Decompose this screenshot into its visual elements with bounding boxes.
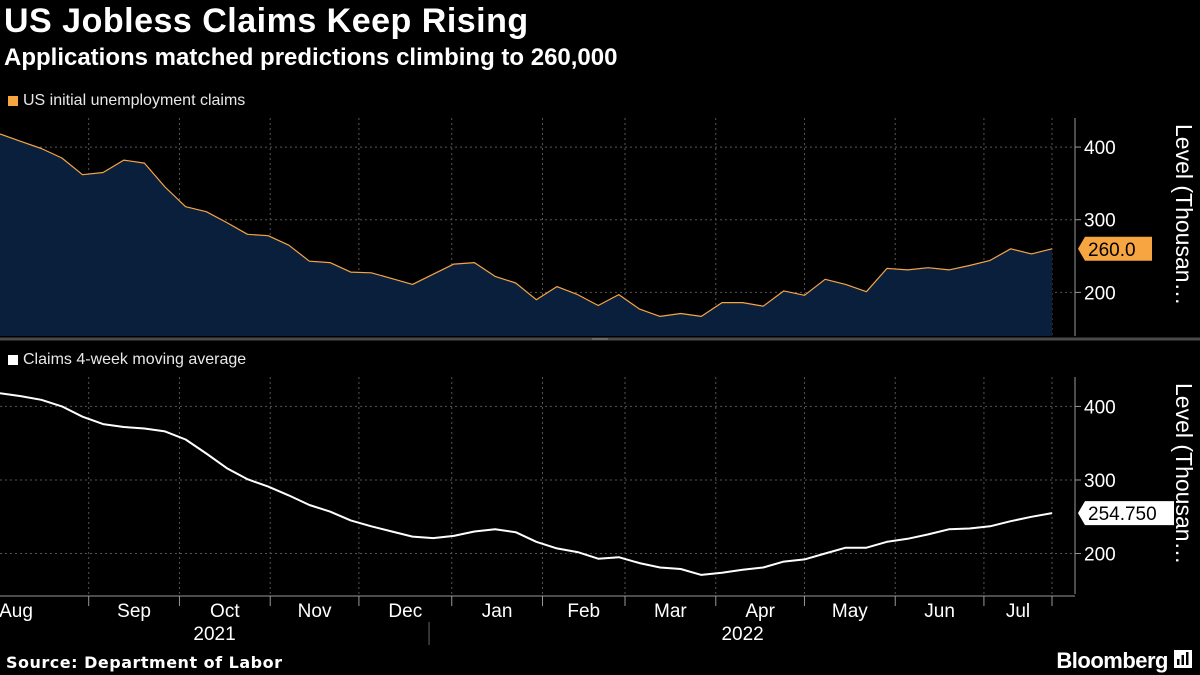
y-tick-label: 200 xyxy=(1084,283,1116,304)
x-tick-label: Aug xyxy=(0,601,33,622)
legend-claims: US initial unemployment claims xyxy=(8,92,245,110)
x-tick-label: Nov xyxy=(298,601,332,622)
x-tick-label: Sep xyxy=(117,601,151,622)
bloomberg-chart-icon xyxy=(1174,650,1192,668)
bottom-panel: 200 300 400 254.750 Level (Thousan… xyxy=(0,377,1197,594)
y-tick-label: 400 xyxy=(1084,397,1116,418)
x-tick-label: Feb xyxy=(567,601,600,622)
y-axis-title: Level (Thousan… xyxy=(1171,383,1197,565)
x-tick-label: Oct xyxy=(210,601,240,622)
brand-logo-text: Bloomberg xyxy=(1056,648,1168,673)
x-tick-label: May xyxy=(832,601,868,622)
legend-label-claims: US initial unemployment claims xyxy=(23,92,246,109)
last-value-label-average: 254.750 xyxy=(1088,504,1157,525)
x-tick-label: Jul xyxy=(1006,601,1030,622)
y-tick-label: 300 xyxy=(1084,471,1116,492)
x-tick-label: Dec xyxy=(388,601,422,622)
series-line-claims xyxy=(0,133,1053,317)
legend-swatch-average xyxy=(8,355,18,365)
y-tick-label: 400 xyxy=(1084,138,1116,159)
series-line-average xyxy=(0,392,1053,576)
y-tick-label: 300 xyxy=(1084,211,1116,232)
x-tick-label: Apr xyxy=(745,601,775,622)
x-year-label: 2022 xyxy=(721,624,763,645)
x-tick-label: Jan xyxy=(482,601,513,622)
top-panel: 200 300 400 260.0 Level (Thousan… xyxy=(0,118,1197,336)
legend-label-average: Claims 4-week moving average xyxy=(23,351,247,368)
x-axis: Aug Sep Oct Nov Dec Jan Feb Mar Apr May Jun Jul 2021… xyxy=(0,595,1075,645)
chart-subtitle: Applications matched predictions climbin… xyxy=(4,44,618,71)
last-value-label-claims: 260.0 xyxy=(1088,240,1136,261)
last-value-badge-average xyxy=(1078,501,1174,526)
x-tick-label: Jun xyxy=(924,601,955,622)
x-tick-label: Mar xyxy=(654,601,687,622)
y-tick-label: 200 xyxy=(1084,545,1116,566)
legend-swatch-claims xyxy=(8,96,18,106)
legend-average: Claims 4-week moving average xyxy=(8,351,246,369)
y-axis-title: Level (Thousan… xyxy=(1171,124,1197,306)
last-value-badge-claims xyxy=(1078,236,1152,261)
source-note: Source: Department of Labor xyxy=(6,653,283,672)
x-year-label: 2021 xyxy=(193,624,235,645)
chart-title: US Jobless Claims Keep Rising xyxy=(4,2,529,40)
series-area-claims xyxy=(0,134,1052,336)
